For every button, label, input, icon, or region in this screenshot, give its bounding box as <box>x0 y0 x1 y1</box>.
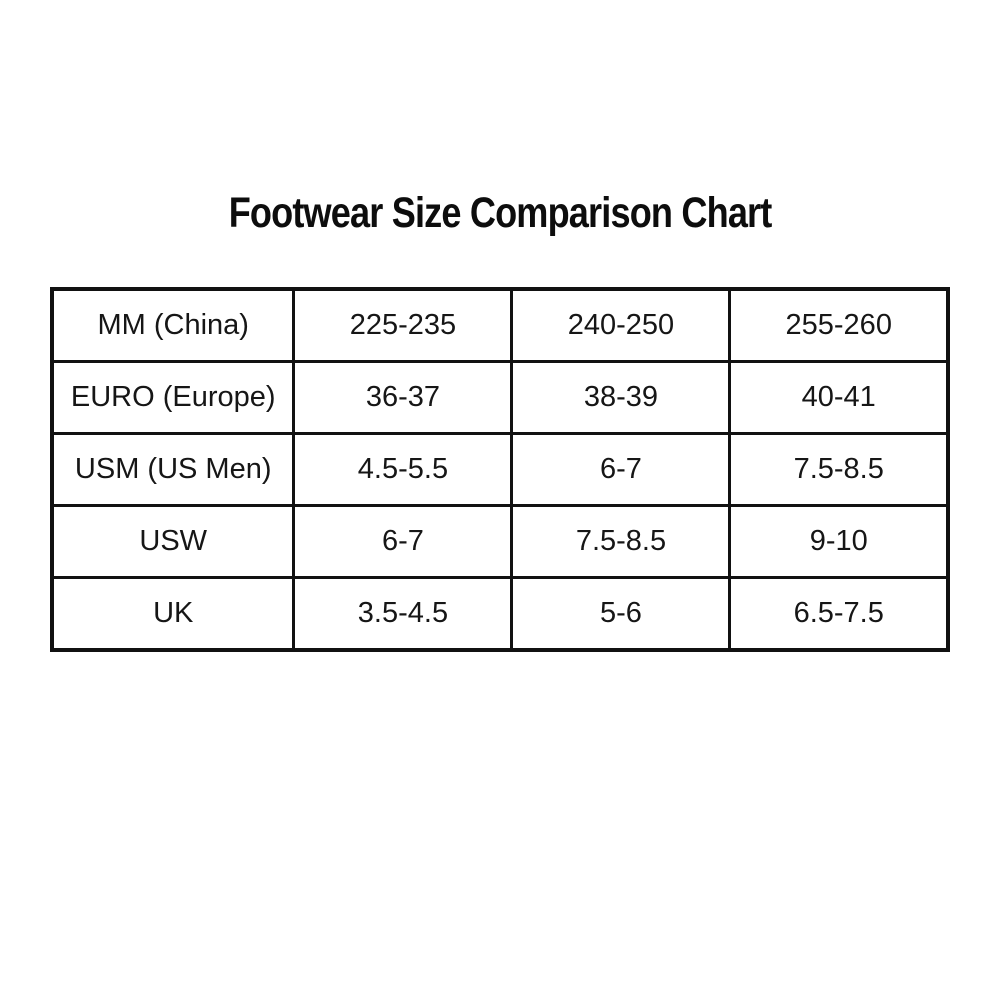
table-cell: 6-7 <box>292 504 514 579</box>
row-header-cell: EURO (Europe) <box>50 360 296 435</box>
table-cell: 9-10 <box>728 504 950 579</box>
table-cell: 6.5-7.5 <box>728 576 950 652</box>
table-cell: 4.5-5.5 <box>292 432 514 507</box>
table-cell: 7.5-8.5 <box>510 504 732 579</box>
table-row-usm: USM (US Men) 4.5-5.5 6-7 7.5-8.5 <box>50 432 950 507</box>
row-header-cell: USW <box>50 504 296 579</box>
row-header-cell: USM (US Men) <box>50 432 296 507</box>
table-cell: 6-7 <box>510 432 732 507</box>
table-row-euro: EURO (Europe) 36-37 38-39 40-41 <box>50 360 950 435</box>
table-cell: 3.5-4.5 <box>292 576 514 652</box>
size-comparison-table: MM (China) 225-235 240-250 255-260 EURO … <box>50 287 950 652</box>
table-cell: 255-260 <box>728 287 950 363</box>
table-row-mm: MM (China) 225-235 240-250 255-260 <box>50 287 950 363</box>
table-cell: 36-37 <box>292 360 514 435</box>
table-cell: 240-250 <box>510 287 732 363</box>
table-cell: 7.5-8.5 <box>728 432 950 507</box>
table-cell: 5-6 <box>510 576 732 652</box>
row-header-cell: MM (China) <box>50 287 296 363</box>
table-row-usw: USW 6-7 7.5-8.5 9-10 <box>50 504 950 579</box>
row-header-cell: UK <box>50 576 296 652</box>
page-title-text: Footwear Size Comparison Chart <box>228 189 773 237</box>
table-cell: 225-235 <box>292 287 514 363</box>
table-cell: 38-39 <box>510 360 732 435</box>
table-row-uk: UK 3.5-4.5 5-6 6.5-7.5 <box>50 576 950 652</box>
table-cell: 40-41 <box>728 360 950 435</box>
page-title: Footwear Size Comparison Chart <box>0 192 1000 235</box>
